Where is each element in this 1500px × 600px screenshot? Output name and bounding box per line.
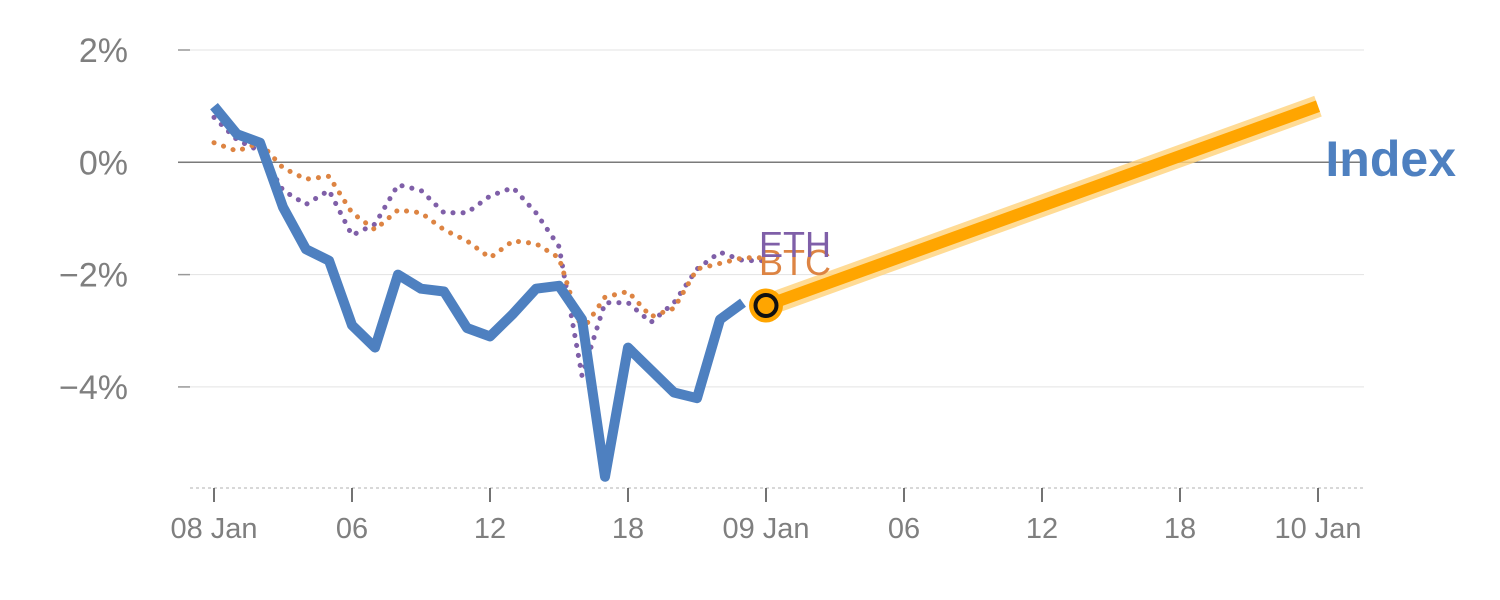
projection-marker <box>753 293 779 318</box>
y-tick-label: 0% <box>79 144 128 182</box>
series-line-btc <box>211 140 769 334</box>
series-label-btc: BTC <box>759 242 831 283</box>
x-tick-label: 06 <box>336 513 368 545</box>
y-tick-label: −4% <box>59 369 128 407</box>
series-label-eth: ETH <box>759 224 831 265</box>
y-tick-label: 2% <box>79 32 128 70</box>
x-tick-label: 12 <box>474 513 506 545</box>
series-line-index <box>210 103 746 482</box>
x-tick-label: 12 <box>1026 513 1058 545</box>
projection-line <box>763 100 1321 312</box>
series-label-index: Index <box>1325 131 1456 187</box>
x-tick-label: 09 Jan <box>722 513 809 545</box>
x-tick-label: 18 <box>1164 513 1196 545</box>
x-tick-label: 06 <box>888 513 920 545</box>
x-axis-ticks: 08 Jan 06 12 18 09 Jan 06 12 18 10 Jan <box>170 488 1362 545</box>
series <box>210 103 769 482</box>
projection <box>749 95 1322 323</box>
x-tick-label: 08 Jan <box>170 513 257 545</box>
y-axis-ticks: 2% 0% −2% −4% <box>59 32 128 407</box>
y-tick-label: −2% <box>59 257 128 295</box>
series-line-eth <box>211 114 769 379</box>
x-tick-label: 10 Jan <box>1274 513 1361 545</box>
x-tick-label: 18 <box>612 513 644 545</box>
